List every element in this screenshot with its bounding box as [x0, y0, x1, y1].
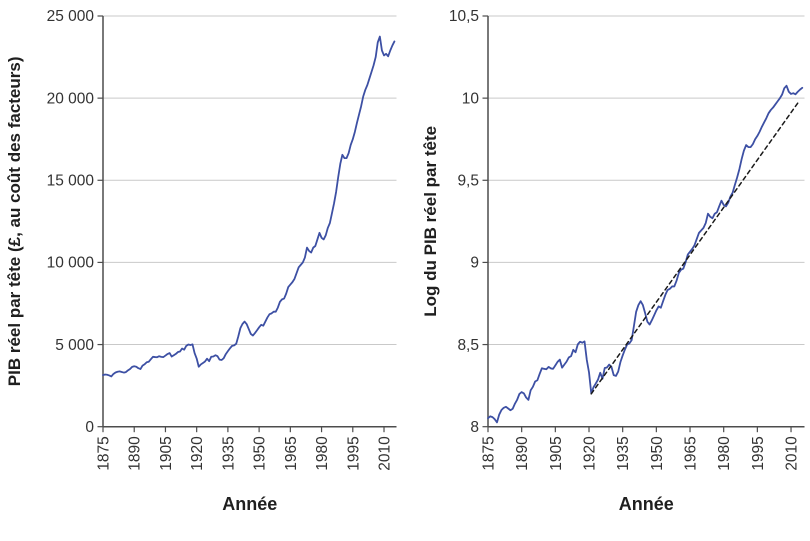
chart-panel-left: 0 5 000 10 000 15 000 20 000 25 000 1875 1890 19… — [5, 8, 397, 514]
y-tick-label: 9 — [470, 255, 479, 272]
x-tick-label: 1935 — [615, 436, 632, 470]
y-tick-label: 9,5 — [457, 172, 479, 189]
x-tick-label: 1995 — [750, 436, 767, 470]
constant-growth-trend-line — [590, 102, 799, 395]
y-tick-label: 5 000 — [55, 337, 94, 354]
x-tick-label: 1875 — [481, 436, 498, 470]
y-tick-label: 20 000 — [47, 90, 95, 107]
gdp-line-log — [487, 84, 804, 424]
x-tick-label: 1995 — [345, 436, 362, 470]
x-tick-label: 1920 — [582, 436, 599, 471]
y-tick-label: 10,5 — [449, 8, 479, 25]
x-tick-label: 1965 — [283, 436, 300, 470]
x-tick-label: 2010 — [784, 436, 801, 471]
x-tick-label: 1980 — [716, 436, 733, 471]
y-tick-label: 8,5 — [457, 337, 479, 354]
chart-panel-right: 8 8,5 9 9,5 10 10,5 1875 1890 1905 1920 1935 1950 19… — [421, 8, 805, 514]
x-tick-label: 1980 — [314, 436, 331, 471]
x-tick-label: 1905 — [548, 436, 565, 470]
x-tick-label: 1950 — [649, 436, 666, 471]
y-tick-label: 25 000 — [47, 8, 95, 25]
y-tick-label: 15 000 — [47, 172, 95, 189]
x-tick-label: 1935 — [220, 436, 237, 470]
y-tick-label: 10 — [462, 90, 480, 107]
gdp-line-linear — [102, 35, 396, 378]
x-axis-title: Année — [222, 494, 277, 514]
y-tick-label: 10 000 — [47, 255, 95, 272]
x-tick-label: 1950 — [252, 436, 269, 471]
y-axis-title: Log du PIB réel par tête — [421, 126, 440, 317]
x-tick-label: 1965 — [683, 436, 700, 470]
x-tick-label: 2010 — [377, 436, 394, 471]
x-tick-label: 1890 — [514, 436, 531, 471]
x-tick-label: 1875 — [96, 436, 113, 470]
y-axis-title: PIB réel par tête (£, au coût des facteu… — [5, 56, 24, 386]
x-tick-label: 1905 — [158, 436, 175, 470]
y-tick-label: 0 — [85, 419, 94, 436]
x-axis-title: Année — [619, 494, 674, 514]
y-tick-label: 8 — [470, 419, 479, 436]
x-tick-label: 1920 — [189, 436, 206, 471]
x-tick-label: 1890 — [127, 436, 144, 471]
